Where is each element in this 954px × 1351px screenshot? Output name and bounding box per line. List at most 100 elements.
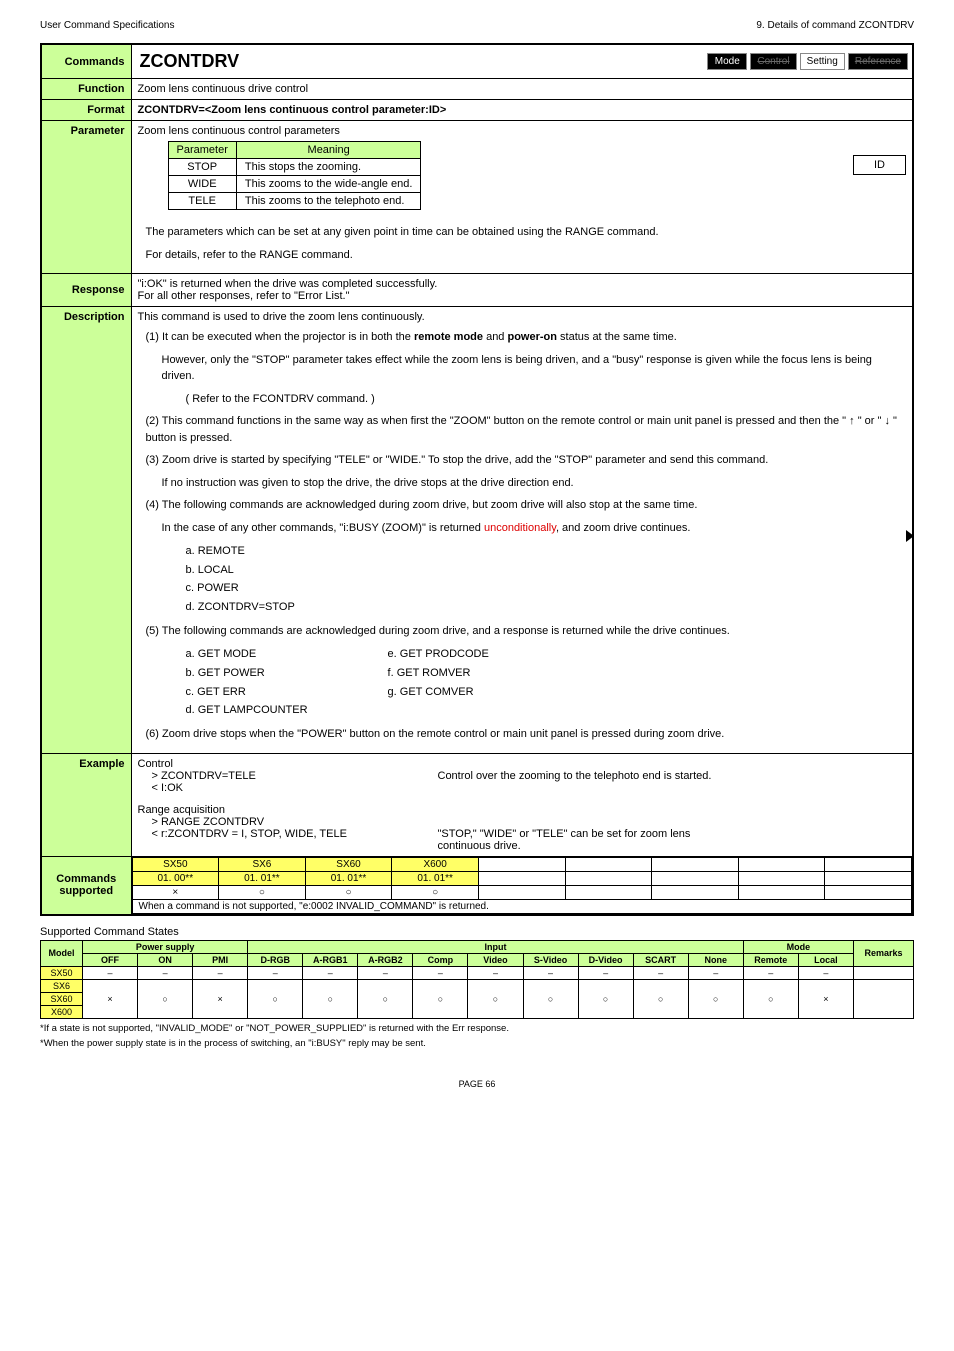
desc-intro: This command is used to drive the zoom l… xyxy=(138,311,907,323)
desc-3a: (3) Zoom drive is started by specifying … xyxy=(146,452,907,469)
header-left: User Command Specifications xyxy=(40,20,175,31)
sup-o2: ○ xyxy=(305,885,392,899)
sh-1: ON xyxy=(138,953,193,966)
format-text: ZCONTDRV=<Zoom lens continuous control p… xyxy=(131,100,913,121)
label-commands: Commands xyxy=(41,44,131,79)
list5l-2: c. GET ERR xyxy=(186,683,308,702)
sr0-1: – xyxy=(138,966,193,979)
desc1e: status at the same time. xyxy=(557,331,677,343)
sr0-12: – xyxy=(743,966,798,979)
sr1-0: × xyxy=(83,979,138,1018)
sup-grp-input: Input xyxy=(248,940,744,953)
sr0-7: – xyxy=(468,966,523,979)
lbl-supported: supported xyxy=(42,885,131,897)
sh-13: Local xyxy=(798,953,853,966)
label-commands-supported: Commands supported xyxy=(41,856,131,915)
sr0-rem xyxy=(854,966,914,979)
desc1d: power-on xyxy=(507,331,557,343)
sr1-4: ○ xyxy=(303,979,358,1018)
desc1c: and xyxy=(483,331,507,343)
desc-1g: ( Refer to the FCONTDRV command. ) xyxy=(186,391,907,408)
main-table: Commands ZCONTDRV Mode Control Setting R… xyxy=(40,43,914,916)
sup-m2: SX60 xyxy=(305,857,392,871)
sh-2: PMI xyxy=(193,953,248,966)
header-right: 9. Details of command ZCONTDRV xyxy=(756,20,914,31)
sr0-8: – xyxy=(523,966,578,979)
sr1-3: ○ xyxy=(248,979,303,1018)
sup-o0: × xyxy=(132,885,219,899)
desc4b-post: , and zoom drive continues. xyxy=(556,522,691,534)
sup-grp-power: Power supply xyxy=(83,940,248,953)
ex-t2: Range acquisition xyxy=(138,804,907,816)
desc-1: (1) It can be executed when the projecto… xyxy=(146,329,907,346)
param-r1c0: WIDE xyxy=(168,176,236,193)
sup-o1: ○ xyxy=(219,885,306,899)
sup-o3: ○ xyxy=(392,885,479,899)
ex-l4: < r:ZCONTDRV = I, STOP, WIDE, TELE xyxy=(138,828,438,852)
sr1-13: × xyxy=(798,979,853,1018)
ex-l2: < I:OK xyxy=(138,782,907,794)
sup-v2: 01. 01** xyxy=(305,871,392,885)
lbl-commands2: Commands xyxy=(42,873,131,885)
label-example: Example xyxy=(41,753,131,856)
sr0-10: – xyxy=(633,966,688,979)
sh-0: OFF xyxy=(83,953,138,966)
desc-4a: (4) The following commands are acknowled… xyxy=(146,497,907,514)
sh-12: Remote xyxy=(743,953,798,966)
param-note1: The parameters which can be set at any g… xyxy=(146,224,907,241)
footnote-2: *When the power supply state is in the p… xyxy=(40,1038,914,1049)
sr0-4: – xyxy=(303,966,358,979)
sr1-12: ○ xyxy=(743,979,798,1018)
sr0-11: – xyxy=(688,966,743,979)
list4-3: d. ZCONTDRV=STOP xyxy=(186,598,907,617)
sh-9: D-Video xyxy=(578,953,633,966)
scroll-indicator-icon xyxy=(906,530,914,542)
label-format: Format xyxy=(41,100,131,121)
sr1-rem xyxy=(854,979,914,1018)
sup-grp-model: Model xyxy=(41,940,83,966)
param-r2c1: This zooms to the telephoto end. xyxy=(236,193,421,210)
param-note2: For details, refer to the RANGE command. xyxy=(146,247,907,264)
sr0-6: – xyxy=(413,966,468,979)
ex-t1: Control xyxy=(138,758,907,770)
sr1-5: ○ xyxy=(358,979,413,1018)
list5r-2: g. GET COMVER xyxy=(388,683,489,702)
badge-control: Control xyxy=(750,53,796,70)
desc-2: (2) This command functions in the same w… xyxy=(146,413,907,446)
response-line2: For all other responses, refer to "Error… xyxy=(138,290,907,302)
sh-10: SCART xyxy=(633,953,688,966)
sr0-5: – xyxy=(358,966,413,979)
sr0-3: – xyxy=(248,966,303,979)
sup-v0: 01. 00** xyxy=(132,871,219,885)
param-intro: Zoom lens continuous control parameters xyxy=(138,125,907,137)
sr1-9: ○ xyxy=(578,979,633,1018)
ex-l1: > ZCONTDRV=TELE xyxy=(138,770,438,782)
page-number: PAGE 66 xyxy=(40,1079,914,1089)
sup-grp-remarks: Remarks xyxy=(854,940,914,966)
desc4b-red: unconditionally xyxy=(484,522,556,534)
sh-11: None xyxy=(688,953,743,966)
desc1a: (1) It can be executed when the projecto… xyxy=(146,331,414,343)
sh-5: A-RGB2 xyxy=(358,953,413,966)
sup-m1: SX6 xyxy=(219,857,306,871)
sr1-2: × xyxy=(193,979,248,1018)
sup-states-table: Model Power supply Input Mode Remarks OF… xyxy=(40,940,914,1019)
label-parameter: Parameter xyxy=(41,121,131,274)
param-r0c1: This stops the zooming. xyxy=(236,159,421,176)
sr0-2: – xyxy=(193,966,248,979)
sup-grp-mode: Mode xyxy=(743,940,853,953)
desc-6: (6) Zoom drive stops when the "POWER" bu… xyxy=(146,726,907,743)
param-h1: Parameter xyxy=(168,142,236,159)
response-cell: "i:OK" is returned when the drive was co… xyxy=(131,274,913,307)
list5r-1: f. GET ROMVER xyxy=(388,664,489,683)
parameter-cell: ID Zoom lens continuous control paramete… xyxy=(131,121,913,274)
sr0-13: – xyxy=(798,966,853,979)
sh-3: D-RGB xyxy=(248,953,303,966)
label-response: Response xyxy=(41,274,131,307)
id-box: ID xyxy=(853,155,906,175)
list5l-1: b. GET POWER xyxy=(186,664,308,683)
ex-r4b: continuous drive. xyxy=(438,840,691,852)
param-r0c0: STOP xyxy=(168,159,236,176)
badge-setting: Setting xyxy=(800,53,845,70)
list5-left: a. GET MODE b. GET POWER c. GET ERR d. G… xyxy=(186,645,308,720)
